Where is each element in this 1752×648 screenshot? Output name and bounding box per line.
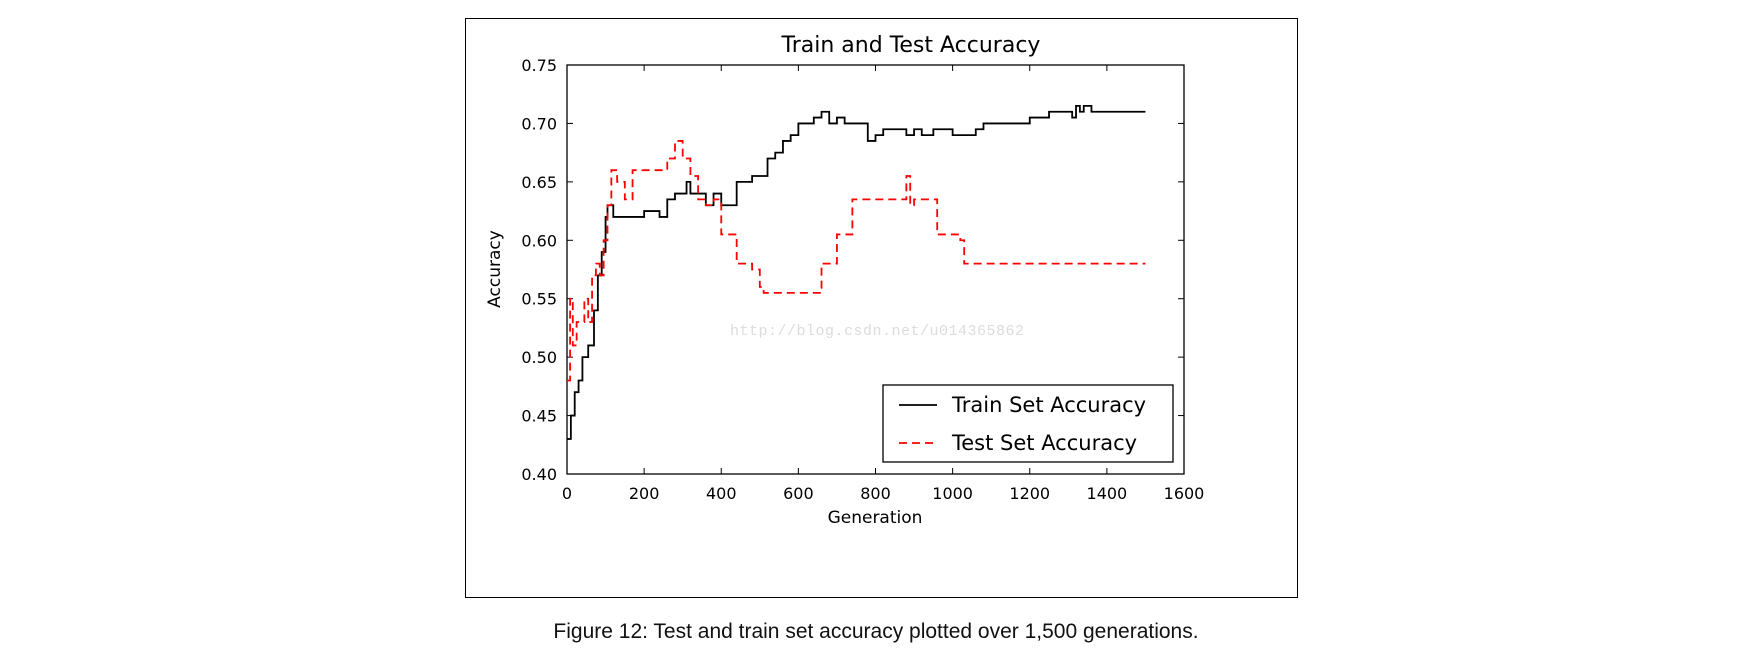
watermark-text: http://blog.csdn.net/u014365862 [730, 323, 1025, 340]
legend-label-train: Train Set Accuracy [951, 393, 1146, 417]
y-axis-ticks: 0.40 0.45 0.50 0.55 0.60 0.65 0.70 0.75 [521, 56, 1184, 484]
x-tick-label: 400 [706, 484, 737, 503]
line-chart: Train and Test Accuracy 0 200 400 600 800 100… [485, 33, 1204, 528]
x-tick-label: 600 [783, 484, 814, 503]
x-tick-label: 200 [629, 484, 660, 503]
x-tick-label: 1000 [932, 484, 973, 503]
y-tick-label: 0.40 [521, 465, 557, 484]
y-axis-label: Accuracy [485, 230, 505, 308]
legend-box [882, 384, 1174, 463]
x-axis-label: Generation [828, 508, 923, 528]
x-tick-label: 0 [562, 484, 572, 503]
series-layer [567, 105, 1146, 440]
legend-label-test: Test Set Accuracy [951, 431, 1137, 455]
chart-title: Train and Test Accuracy [781, 33, 1041, 58]
figure-frame: Train and Test Accuracy 0 200 400 600 800 100… [465, 18, 1298, 598]
x-tick-label: 1200 [1009, 484, 1050, 503]
series-line-train [567, 105, 1146, 440]
y-tick-label: 0.65 [521, 173, 557, 192]
figure-caption: Figure 12: Test and train set accuracy p… [553, 620, 1199, 643]
x-axis-ticks: 0 200 400 600 800 1000 1200 1400 1600 [562, 65, 1204, 503]
y-tick-label: 0.50 [521, 348, 557, 367]
legend: Train Set Accuracy Test Set Accuracy [882, 384, 1174, 463]
y-tick-label: 0.75 [521, 56, 557, 75]
y-tick-label: 0.70 [521, 114, 557, 133]
x-tick-label: 1600 [1164, 484, 1205, 503]
y-tick-label: 0.60 [521, 231, 557, 250]
x-tick-label: 800 [860, 484, 891, 503]
series-line-test [567, 140, 1146, 382]
y-tick-label: 0.55 [521, 290, 557, 309]
x-tick-label: 1400 [1087, 484, 1128, 503]
y-tick-label: 0.45 [521, 407, 557, 426]
